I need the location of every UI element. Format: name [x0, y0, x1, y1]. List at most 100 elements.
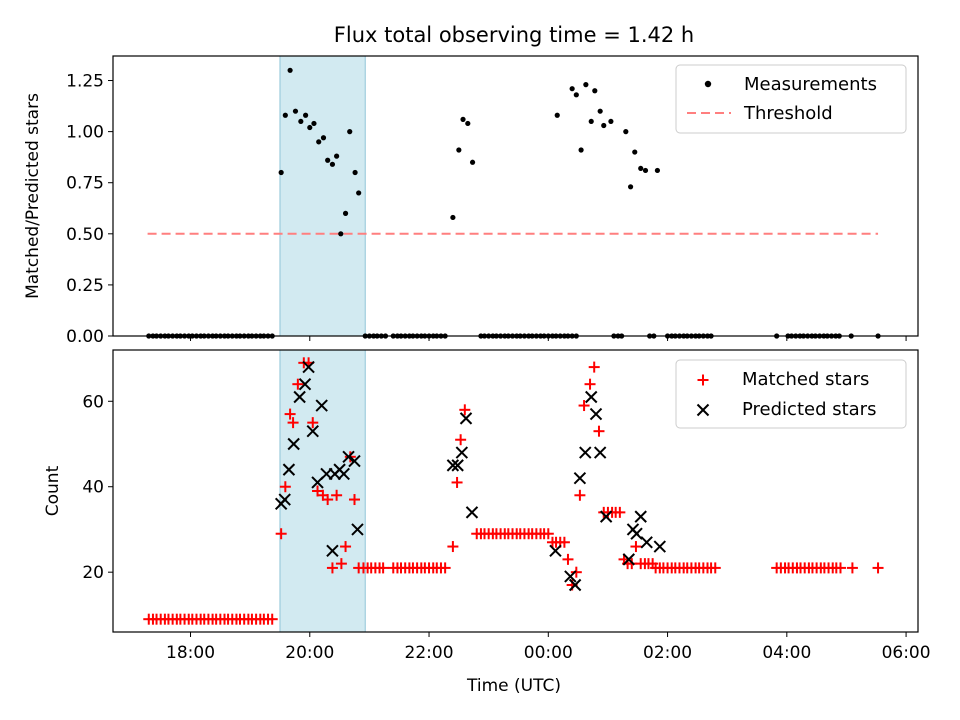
top-y-tick-label: 1.00 [66, 123, 104, 143]
bottom-y-tick-label: 40 [82, 478, 104, 498]
matched-star-point [439, 562, 451, 574]
measurement-point [573, 92, 579, 98]
bottom-y-tick-label: 60 [82, 392, 104, 412]
matched-star-point [349, 494, 360, 506]
bottom-y-axis-label: Count [43, 465, 63, 516]
measurement-point [298, 118, 304, 125]
predicted-star-point [315, 399, 328, 412]
x-tick-label: 20:00 [285, 643, 334, 663]
predicted-star-point [634, 510, 647, 523]
measurement-point [287, 67, 293, 73]
matched-star-point [266, 613, 278, 625]
predicted-star-point [593, 446, 607, 459]
matched-star-point [326, 562, 338, 574]
chart-title: Flux total observing time = 1.42 h [334, 23, 694, 47]
top-axes-frame [112, 55, 919, 337]
predicted-star-point [459, 412, 473, 425]
measurement-point [334, 153, 340, 159]
top-y-tick-label: 0.25 [66, 276, 104, 296]
matched-star-point [846, 562, 858, 574]
matched-star-point [335, 558, 347, 570]
matched-star-point [542, 528, 554, 540]
measurement-point [469, 159, 476, 165]
measurement-point [278, 169, 284, 176]
predicted-star-point [564, 570, 577, 583]
measurement-point [569, 86, 575, 92]
legend-predicted-marker [696, 403, 710, 417]
predicted-star-point [585, 390, 598, 404]
bottom-axis-ticks: 18:00 20:00 22:00 00:00 02:00 04:00 06:00 20 40 6… [82, 392, 930, 663]
measurement-point [456, 147, 462, 153]
measurement-point [320, 135, 327, 141]
matched-star-point [331, 489, 343, 501]
matched-star-point [287, 417, 299, 429]
top-y-tick-label: 0.50 [66, 225, 104, 245]
legend-threshold-label: Threshold [743, 103, 833, 124]
legend-matched-plus [697, 374, 709, 386]
predicted-star-point [326, 544, 339, 558]
measurement-point [592, 88, 598, 94]
legend-predicted-label: Predicted stars [742, 399, 876, 420]
measurement-point [654, 167, 661, 174]
measurement-point [316, 139, 322, 145]
top-y-axis-label: Matched/Predicted stars [23, 93, 43, 299]
legend-matched-label: Matched stars [742, 369, 869, 390]
matched-star-point [630, 541, 642, 553]
measurement-point [554, 112, 560, 118]
matched-star-point [307, 417, 319, 429]
predicted-star-point [573, 471, 587, 485]
top-y-tick-label: 0.00 [66, 327, 104, 347]
top-axis-ticks: 0.00 0.25 0.50 0.75 1.00 1.25 [66, 72, 907, 347]
predicted-star-point [451, 459, 464, 472]
predicted-star-point [302, 360, 315, 374]
legend-measurements-marker [704, 80, 712, 88]
top-highlight-band [279, 55, 366, 337]
predicted-star-point [599, 510, 613, 523]
matched-star-point [578, 400, 590, 412]
matched-star-point [279, 481, 291, 493]
legend-measurements-label: Measurements [744, 74, 877, 95]
measurement-point [292, 108, 299, 114]
measurement-point [325, 157, 331, 163]
top-legend: Measurements Threshold [675, 64, 907, 134]
predicted-star-point [337, 467, 350, 481]
predicted-star-point [348, 454, 361, 468]
predicted-star-point [568, 578, 582, 592]
matched-star-point [322, 494, 334, 506]
matched-star-point [562, 553, 574, 565]
predicted-star-point [465, 506, 479, 519]
matched-star-point [588, 361, 600, 373]
predicted-star-point [306, 424, 319, 438]
matched-star-point [709, 562, 721, 574]
predicted-star-point [446, 459, 460, 472]
measurement-point [638, 165, 644, 172]
predicted-star-point [549, 544, 562, 558]
x-tick-label: 22:00 [405, 643, 454, 663]
predicted-star-point [293, 390, 306, 404]
measurement-point [450, 214, 456, 221]
predicted-star-point [278, 493, 291, 506]
measurement-point [642, 167, 649, 174]
measurement-point [282, 112, 288, 118]
predicted-star-point [298, 377, 312, 391]
measurement-point [465, 120, 471, 127]
matched-star-point [558, 536, 570, 548]
predicted-star-point [287, 437, 300, 451]
predicted-star-point [622, 553, 636, 566]
matched-star-point [459, 404, 471, 416]
x-tick-label: 02:00 [643, 643, 692, 663]
matched-star-point [292, 378, 304, 390]
matched-star-point [275, 528, 287, 540]
x-tick-label: 06:00 [882, 643, 931, 663]
matched-star-point [447, 541, 459, 553]
matched-star-point [872, 562, 884, 574]
legend-predicted-cross [696, 403, 710, 417]
matched-star-point [451, 476, 463, 488]
matched-star-point [377, 562, 389, 574]
measurement-point [583, 82, 589, 88]
top-panel: 0.00 0.25 0.50 0.75 1.00 1.25 Matched/Predict… [23, 55, 919, 347]
measurement-point [632, 149, 638, 155]
x-axis-label: Time (UTC) [466, 676, 561, 696]
top-y-tick-label: 0.75 [66, 174, 104, 194]
bottom-axes-frame [112, 349, 919, 633]
